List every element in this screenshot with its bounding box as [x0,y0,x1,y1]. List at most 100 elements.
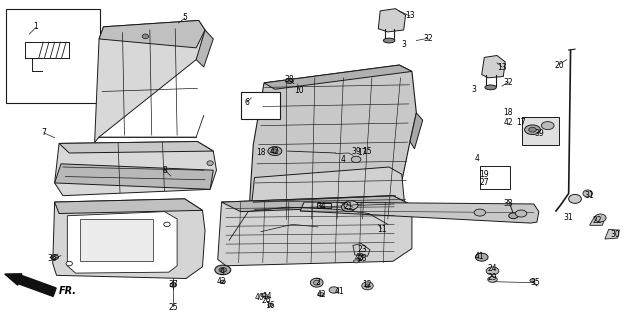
Text: 18: 18 [256,148,266,156]
Ellipse shape [51,255,59,260]
Ellipse shape [142,34,149,39]
Ellipse shape [488,276,497,282]
Ellipse shape [215,265,231,275]
Text: 4: 4 [341,155,346,164]
Polygon shape [481,55,505,78]
Ellipse shape [170,283,176,287]
Text: 39: 39 [351,147,361,156]
Ellipse shape [529,127,536,132]
Ellipse shape [220,280,225,283]
Ellipse shape [219,268,226,272]
Text: 22: 22 [593,216,602,225]
Text: 6: 6 [244,98,249,107]
Text: FR.: FR. [59,286,77,296]
Text: 17: 17 [357,148,367,156]
Polygon shape [53,199,205,278]
Text: 27: 27 [480,179,489,188]
Text: 26: 26 [261,296,271,305]
Text: 5: 5 [183,13,187,22]
Text: 31: 31 [564,213,574,222]
Text: 42: 42 [217,277,226,286]
Text: 1: 1 [33,22,38,31]
Polygon shape [590,217,605,225]
Ellipse shape [384,38,395,43]
Ellipse shape [268,303,273,307]
Text: 43: 43 [354,253,364,262]
Polygon shape [95,20,205,142]
Text: 31: 31 [584,191,595,200]
Polygon shape [353,244,370,256]
Ellipse shape [66,261,73,266]
Bar [522,117,559,145]
Text: 9: 9 [219,268,224,277]
Text: 37: 37 [169,280,178,289]
Bar [317,203,331,208]
Text: 34: 34 [316,202,326,211]
Bar [80,219,153,261]
Text: 7: 7 [41,128,46,137]
Text: 12: 12 [362,280,371,289]
Text: 24: 24 [488,264,497,274]
Text: 13: 13 [405,11,415,20]
FancyArrow shape [5,274,56,296]
Polygon shape [55,164,213,189]
Polygon shape [378,9,406,32]
Ellipse shape [207,161,213,165]
Text: 42: 42 [316,290,326,299]
Polygon shape [249,167,406,231]
Ellipse shape [509,213,518,219]
Text: 41: 41 [475,252,485,261]
Bar [240,92,280,119]
Text: 16: 16 [266,301,275,310]
Text: 8: 8 [162,166,167,175]
Ellipse shape [486,267,499,275]
Text: 21: 21 [343,202,353,211]
Bar [6,9,100,103]
Ellipse shape [351,156,361,163]
Ellipse shape [569,195,581,203]
Ellipse shape [362,282,373,290]
Ellipse shape [272,149,278,153]
Polygon shape [221,196,412,212]
Text: 35: 35 [531,278,541,287]
Ellipse shape [318,292,324,296]
Bar [480,166,510,189]
Text: 38: 38 [285,75,294,84]
Text: 19: 19 [480,170,489,179]
Ellipse shape [515,210,527,217]
Polygon shape [248,65,417,224]
Ellipse shape [583,190,593,197]
Text: 23: 23 [357,245,367,254]
Ellipse shape [329,287,338,293]
Ellipse shape [474,209,485,216]
Text: 32: 32 [504,78,513,87]
Text: 2: 2 [315,278,321,287]
Text: 3: 3 [401,40,406,49]
Text: 14: 14 [263,292,272,301]
Polygon shape [300,202,539,223]
Polygon shape [99,20,205,48]
Text: 3: 3 [471,85,476,94]
Ellipse shape [365,284,370,288]
Text: 29: 29 [488,273,497,282]
Polygon shape [218,196,412,266]
Ellipse shape [475,253,488,261]
Ellipse shape [164,222,170,227]
Text: 39: 39 [534,129,544,138]
Polygon shape [55,199,202,213]
Text: 4: 4 [474,154,479,163]
Text: 17: 17 [516,118,526,127]
Polygon shape [67,212,177,273]
Text: 32: 32 [423,35,432,44]
Text: 30: 30 [610,230,620,239]
Polygon shape [59,141,213,153]
Polygon shape [264,65,412,89]
Ellipse shape [261,293,267,297]
Ellipse shape [345,205,352,209]
Text: 10: 10 [294,86,304,95]
Polygon shape [410,113,423,149]
Ellipse shape [530,279,535,282]
Text: 18: 18 [504,108,513,117]
Ellipse shape [541,122,554,130]
Ellipse shape [354,260,359,263]
